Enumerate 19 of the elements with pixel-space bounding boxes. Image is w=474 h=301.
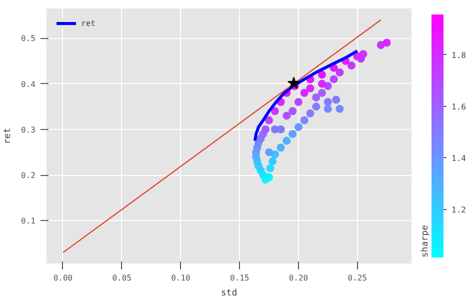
y-tick-label: 0.5 [21, 34, 36, 44]
color-bar-label: 1.2 [452, 205, 466, 214]
x-tick-label: 0.20 [288, 274, 308, 282]
y-tick-label: 0.3 [21, 125, 36, 134]
y-tick-label: 0.1 [21, 216, 36, 226]
y-tick-label: 0.4 [21, 80, 36, 89]
legend-label: ret [81, 18, 96, 28]
x-tick-label: 0.05 [112, 274, 132, 282]
y-tick-label: 0.2 [21, 171, 36, 180]
color-bar-label: 1.4 [452, 154, 466, 163]
x-axis-title: std [220, 288, 238, 298]
x-tick-label: 0.25 [348, 274, 368, 282]
color-bar-label: 1.8 [452, 50, 466, 60]
x-tick-label: 0.15 [230, 274, 250, 282]
color-bar-title: sharpe [420, 224, 430, 258]
y-axis-title: ret [3, 128, 14, 144]
x-tick-label: 0.10 [171, 274, 191, 282]
x-tick-label: 0.00 [53, 274, 73, 282]
color-bar-label: 1.6 [452, 102, 466, 112]
